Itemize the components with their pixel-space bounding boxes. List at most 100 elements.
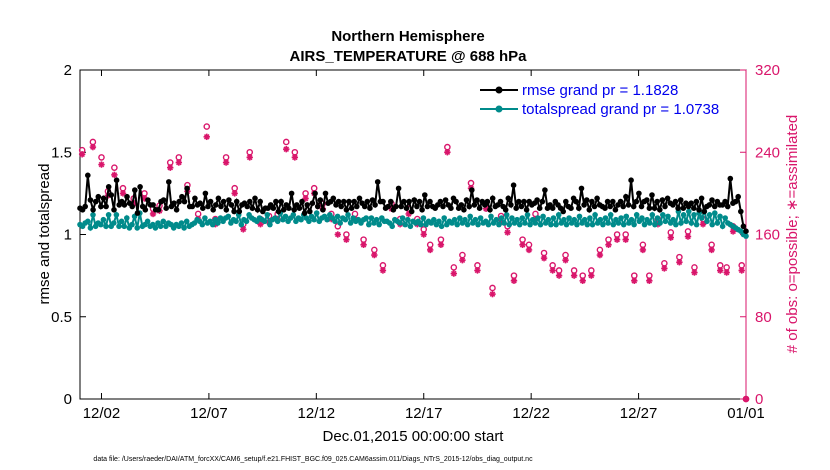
rmse-point (380, 198, 386, 205)
rmse-point (458, 202, 465, 208)
asterisk-stroke (483, 205, 489, 212)
rmse-point (124, 193, 130, 200)
asterisk-stroke (700, 221, 706, 228)
totalspread-point (628, 216, 635, 223)
totalspread-point (553, 221, 559, 228)
rmse-point (231, 208, 237, 215)
rmse-point (664, 195, 671, 202)
totalspread-point (714, 220, 721, 226)
obs-assimilated-point (291, 154, 299, 161)
obs-assimilated-point (613, 236, 621, 243)
rmse-point (85, 172, 91, 179)
asterisk-stroke (622, 236, 629, 243)
rmse-point (591, 203, 598, 210)
rmse-point (364, 198, 371, 205)
rmse-point (659, 197, 666, 203)
rmse-point (518, 203, 525, 210)
rmse-point (309, 200, 316, 206)
obs-assimilated-point (98, 161, 105, 168)
rmse-point (576, 205, 582, 211)
totalspread-point (657, 220, 663, 226)
rmse-point (523, 207, 530, 213)
totalspread-point (699, 215, 705, 221)
legend-rmse-label: rmse grand pr = 1.1828 (522, 82, 678, 99)
asterisk-stroke (571, 272, 577, 279)
rmse-point (317, 197, 324, 203)
totalspread-point (152, 225, 159, 231)
totalspread-point (548, 221, 554, 228)
totalspread-point (680, 212, 687, 218)
rmse-point (105, 184, 112, 190)
rmse-point (646, 205, 653, 211)
rmse-point (502, 207, 509, 213)
totalspread-point (683, 218, 689, 225)
asterisk-stroke (562, 257, 569, 264)
y-tick-label-left: 1.5 (51, 144, 72, 161)
rmse-point (312, 190, 318, 197)
totalspread-point (451, 216, 458, 223)
rmse-point (630, 203, 637, 210)
totalspread-point (509, 215, 515, 221)
rmse-point (210, 207, 216, 213)
totalspread-point (199, 221, 206, 228)
rmse-point (322, 190, 329, 197)
totalspread-point (602, 215, 609, 221)
obs-assimilated-point (549, 267, 556, 274)
rmse-point (604, 198, 611, 205)
rmse-point (476, 205, 483, 211)
rmse-point (628, 177, 634, 183)
rmse-point (424, 203, 431, 210)
obs-assimilated-point (596, 251, 604, 259)
asterisk-stroke (150, 211, 156, 217)
legend-rmse-marker (495, 86, 503, 94)
y-axis-label-right: # of obs: o=possible; ∗=assimilated (784, 115, 801, 354)
totalspread-point (407, 223, 414, 230)
rmse-point (351, 198, 358, 205)
rmse-point (286, 205, 292, 211)
rmse-point (586, 207, 593, 213)
totalspread-point (420, 215, 427, 221)
asterisk-stroke (420, 231, 427, 238)
ticks-layer: 12/02 12/07 12/12 12/17 12/22 12/27 01/0100.51… (51, 62, 780, 422)
rmse-point (163, 205, 169, 211)
totalspread-point (129, 221, 135, 228)
totalspread-point (311, 216, 317, 223)
rmse-point (735, 193, 741, 200)
totalspread-point (519, 215, 526, 221)
rmse-point (474, 197, 480, 203)
rmse-point (348, 205, 355, 211)
rmse-point (160, 197, 167, 203)
totalspread-point (571, 216, 578, 223)
totalspread-point (688, 220, 695, 226)
rmse-point (236, 208, 243, 215)
totalspread-point (215, 220, 221, 226)
totalspread-point (693, 221, 700, 228)
rmse-point (369, 197, 376, 203)
obs-assimilated-point (510, 277, 518, 284)
rmse-point (677, 197, 684, 203)
obs-assimilated-point (504, 229, 511, 236)
legend-spread-marker (495, 105, 503, 113)
rmse-point (403, 205, 410, 211)
rmse-point (346, 198, 352, 205)
rmse-point (732, 198, 739, 205)
totalspread-point (98, 221, 104, 228)
obs-assimilated-point (742, 395, 750, 403)
totalspread-point (282, 213, 289, 220)
obs-assimilated-point (89, 143, 97, 151)
rmse-point (385, 203, 392, 210)
obs-assimilated-point (111, 171, 118, 179)
totalspread-point (405, 216, 411, 223)
rmse-point (427, 198, 433, 205)
asterisk-stroke (743, 396, 749, 402)
rmse-point (610, 198, 616, 205)
asterisk-stroke (343, 236, 350, 243)
rmse-point (419, 207, 425, 213)
obs-assimilated-point (622, 236, 629, 243)
obs-assimilated-point (175, 159, 183, 166)
rmse-point (197, 200, 203, 206)
rmse-point (398, 203, 405, 210)
rmse-point (497, 198, 504, 205)
totalspread-point (324, 216, 330, 223)
series-layer (77, 172, 749, 239)
